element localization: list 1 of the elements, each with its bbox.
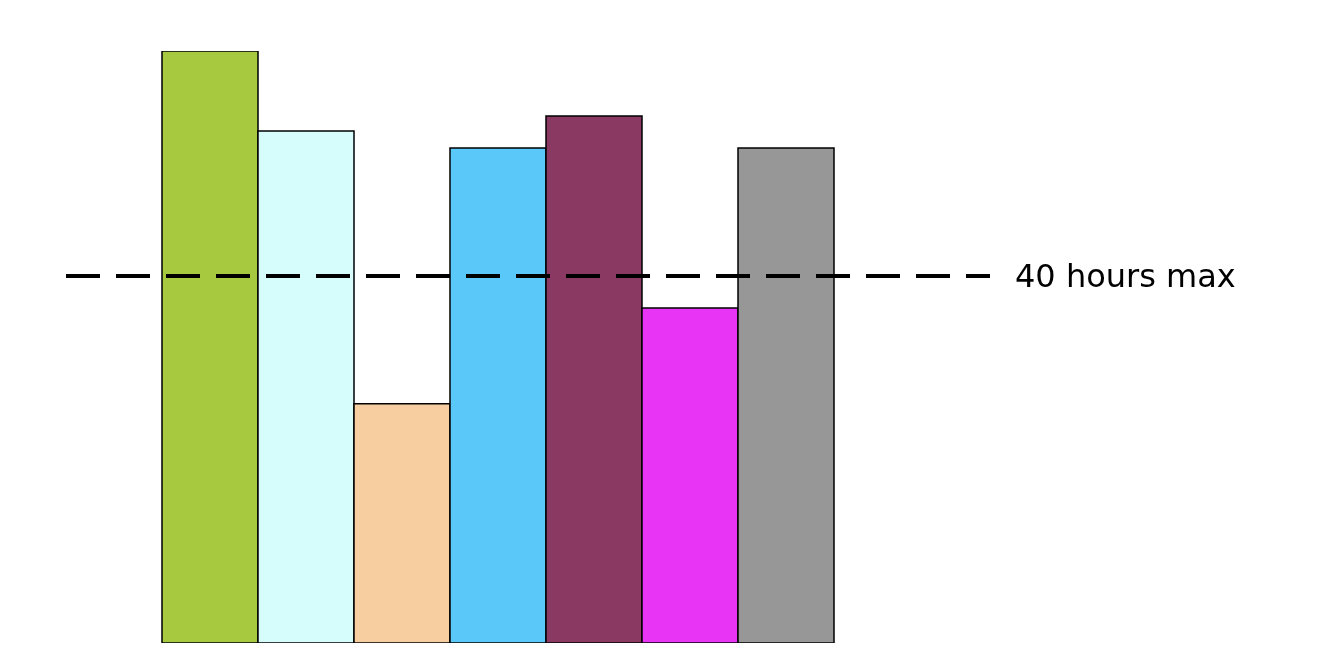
ref-line-label: 40 hours max (1015, 257, 1236, 295)
